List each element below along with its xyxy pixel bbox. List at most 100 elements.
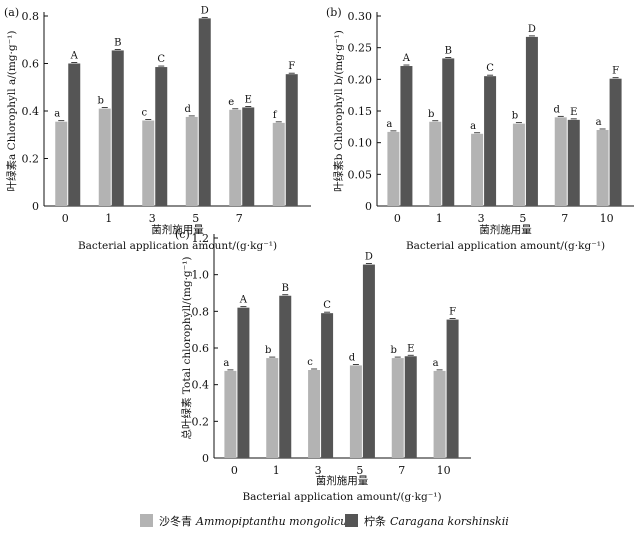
y-tick-label: 0.8 [22, 10, 40, 23]
panel-tag: (c) [175, 228, 190, 241]
panel-c-x-axis-title-en: Bacterial application amount/(g·kg⁻¹) [242, 491, 441, 503]
panel-a-chart: 0 0.2 0.4 0.6 0.8 0 a A 1 b B 3 c C 5 d D 7 e Ef F (a) 叶绿素a Ch… [4, 5, 311, 252]
x-tick-label: 3 [478, 212, 485, 225]
significance-label: A [70, 51, 79, 62]
significance-label: F [449, 307, 456, 318]
x-tick-label: 1 [273, 464, 280, 477]
significance-label: d [185, 104, 192, 115]
legend-swatch-caragana [345, 514, 358, 527]
y-tick-label: 0 [365, 200, 372, 213]
significance-label: D [528, 24, 536, 35]
y-tick-label: 0.15 [348, 105, 373, 118]
x-axis-title-cn: 菌剂施用量 [479, 223, 532, 236]
bar [198, 18, 211, 206]
bar [224, 370, 237, 458]
y-axis-title: 总叶绿素 Total chlorophyll/(mg·g⁻¹) [180, 256, 193, 439]
significance-label: c [307, 357, 313, 368]
bar [308, 370, 321, 458]
bar [362, 264, 375, 458]
x-tick-label: 1 [105, 212, 112, 225]
x-tick-label: 5 [356, 464, 363, 477]
x-tick-label: 7 [236, 212, 243, 225]
bar [272, 122, 285, 206]
bar [349, 365, 362, 458]
x-tick-label: 1 [436, 212, 443, 225]
bar [155, 67, 168, 206]
significance-label: c [141, 108, 147, 119]
significance-label: B [114, 37, 121, 48]
significance-label: F [612, 66, 619, 77]
bar [98, 108, 111, 206]
significance-label: a [386, 119, 392, 130]
significance-label: a [223, 358, 229, 369]
bar [554, 117, 567, 206]
y-tick-label: 0.4 [22, 105, 40, 118]
y-tick-label: 0 [202, 452, 209, 465]
y-tick-label: 0.25 [348, 42, 373, 55]
x-tick-label: 7 [398, 464, 405, 477]
panel-tag: (b) [326, 6, 342, 19]
bar [525, 36, 538, 207]
significance-label: b [98, 96, 104, 107]
y-tick-label: 0.10 [348, 137, 373, 150]
bar [55, 121, 68, 206]
significance-label: b [265, 345, 271, 356]
significance-label: C [323, 300, 331, 311]
x-tick-label: 10 [600, 212, 614, 225]
bar [567, 119, 580, 206]
y-tick-label: 0.6 [22, 58, 40, 71]
bar [237, 307, 250, 458]
significance-label: E [245, 94, 252, 105]
bar [596, 130, 609, 206]
y-tick-label: 0.20 [348, 73, 373, 86]
bar [404, 356, 417, 458]
significance-label: C [486, 63, 494, 74]
significance-label: E [570, 107, 577, 118]
bar [446, 319, 459, 458]
legend-label-ammopiptanthu: 沙冬青 Ammopiptanthu mongolicus [159, 514, 353, 528]
bar [609, 78, 622, 206]
bar [242, 107, 255, 206]
significance-label: D [365, 252, 373, 263]
legend-swatch-ammopiptanthu [140, 514, 153, 527]
bar [142, 120, 155, 206]
x-axis-title-en: Bacterial application amount/(g·kg⁻¹) [78, 240, 277, 252]
y-tick-label: 0.2 [22, 153, 40, 166]
x-axis-title-en: Bacterial application amount/(g·kg⁻¹) [406, 240, 605, 252]
bar [512, 123, 525, 206]
y-tick-label: 1.2 [192, 232, 210, 245]
bar [391, 358, 404, 458]
significance-label: B [282, 283, 289, 294]
significance-label: B [445, 45, 452, 56]
x-tick-label: 5 [192, 212, 199, 225]
x-tick-label: 0 [62, 212, 69, 225]
y-tick-label: 0.30 [348, 10, 373, 23]
bar [429, 121, 442, 206]
significance-label: D [201, 5, 209, 16]
panel-b-chart: 0 0.05 0.10 0.15 0.20 0.25 0.30 0 a A 1 b B 3 a C 5 b D 7 d E… [326, 6, 634, 252]
significance-label: d [349, 352, 356, 363]
bar [111, 50, 124, 206]
y-tick-label: 0.4 [192, 379, 210, 392]
y-tick-label: 0.6 [192, 342, 210, 355]
x-axis-title-cn: 菌剂施用量 [151, 223, 204, 236]
x-tick-label: 3 [149, 212, 156, 225]
bar [229, 109, 242, 206]
bar [484, 76, 497, 207]
bar [400, 66, 413, 207]
significance-label: A [402, 53, 411, 64]
significance-label: F [288, 61, 295, 72]
x-tick-label: 5 [519, 212, 526, 225]
bar [442, 58, 455, 206]
legend-label-caragana: 柠条 Caragana korshinskii [364, 514, 509, 528]
significance-label: A [239, 295, 248, 306]
x-tick-label: 10 [437, 464, 451, 477]
bar [68, 63, 81, 206]
bar [433, 370, 446, 458]
panel-c-x-axis-title-cn: 菌剂施用量 [316, 474, 369, 487]
bar [279, 295, 292, 458]
y-tick-label: 0 [32, 200, 39, 213]
significance-label: a [54, 109, 60, 120]
